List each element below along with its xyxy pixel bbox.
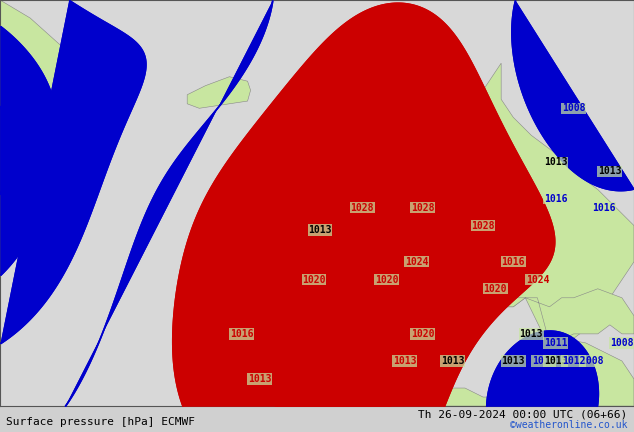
- Text: 1028: 1028: [471, 221, 495, 231]
- Text: 1016: 1016: [544, 194, 567, 203]
- Text: 1020: 1020: [375, 275, 398, 285]
- Text: 1013: 1013: [441, 356, 465, 366]
- Text: 1013: 1013: [520, 329, 543, 339]
- Text: 1011: 1011: [544, 338, 567, 348]
- Polygon shape: [528, 356, 538, 365]
- Text: 1024: 1024: [526, 275, 549, 285]
- Text: 1020: 1020: [302, 275, 326, 285]
- Text: 1016: 1016: [592, 203, 616, 213]
- Text: 1028: 1028: [351, 203, 374, 213]
- Text: 1028: 1028: [411, 203, 434, 213]
- Text: 1020: 1020: [411, 329, 434, 339]
- Text: 1013: 1013: [393, 356, 417, 366]
- Polygon shape: [287, 113, 293, 118]
- Text: 1013: 1013: [544, 356, 567, 366]
- Polygon shape: [293, 63, 634, 352]
- Polygon shape: [187, 77, 250, 108]
- Text: 1012: 1012: [562, 356, 585, 366]
- Text: 1024: 1024: [405, 257, 429, 267]
- Text: 1013: 1013: [248, 374, 271, 384]
- Text: 1013: 1013: [501, 356, 525, 366]
- Text: 1008: 1008: [562, 103, 585, 113]
- Text: 1008: 1008: [580, 356, 604, 366]
- Polygon shape: [0, 0, 79, 135]
- Text: 1008: 1008: [610, 338, 633, 348]
- Text: 1013: 1013: [308, 225, 332, 235]
- Polygon shape: [489, 289, 634, 343]
- Text: ©weatheronline.co.uk: ©weatheronline.co.uk: [510, 420, 628, 430]
- Polygon shape: [296, 338, 634, 406]
- Text: 1016: 1016: [230, 329, 253, 339]
- Text: Surface pressure [hPa] ECMWF: Surface pressure [hPa] ECMWF: [6, 417, 195, 427]
- Text: 1016: 1016: [501, 257, 525, 267]
- Text: Th 26-09-2024 00:00 UTC (06+66): Th 26-09-2024 00:00 UTC (06+66): [418, 410, 628, 420]
- Text: 1020: 1020: [483, 284, 507, 294]
- Text: 1013: 1013: [598, 166, 621, 176]
- Text: 1013: 1013: [544, 157, 567, 168]
- Text: 1012: 1012: [532, 356, 555, 366]
